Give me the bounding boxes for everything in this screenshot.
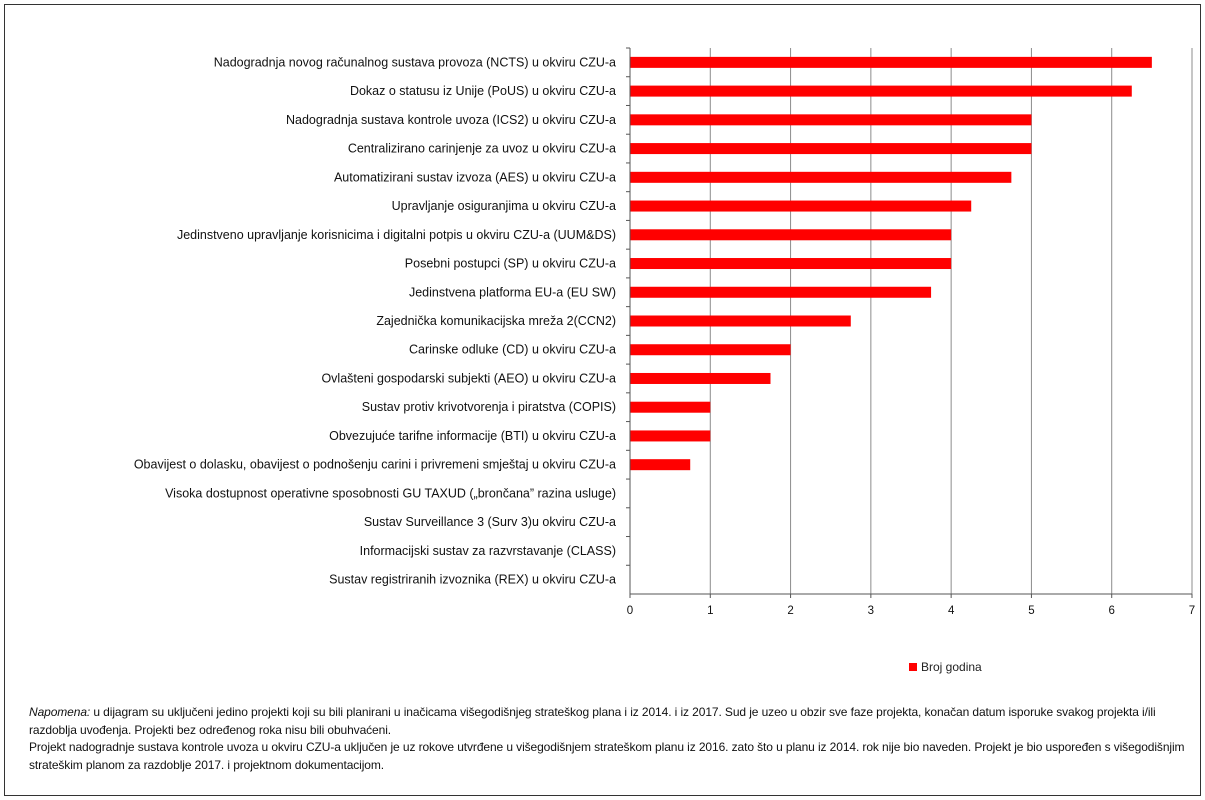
bar	[630, 315, 851, 327]
x-tick-label: 7	[1189, 605, 1195, 617]
category-label: Dokaz o statusu iz Unije (PoUS) u okviru…	[350, 84, 616, 98]
category-label: Posebni postupci (SP) u okviru CZU-a	[405, 257, 616, 271]
x-tick-label: 2	[787, 605, 793, 617]
category-label: Ovlašteni gospodarski subjekti (AEO) u o…	[321, 371, 616, 385]
bar	[630, 286, 932, 298]
chart-notes: Napomena: u dijagram su uključeni jedino…	[29, 704, 1189, 774]
note-paragraph-1: Napomena: u dijagram su uključeni jedino…	[29, 704, 1189, 739]
bar	[630, 344, 791, 356]
legend-swatch	[909, 663, 917, 671]
category-label: Obavijest o dolasku, obavijest o podnoše…	[134, 458, 616, 472]
bar	[630, 114, 1032, 126]
category-label: Automatizirani sustav izvoza (AES) u okv…	[334, 170, 616, 184]
bar	[630, 143, 1032, 155]
category-label: Nadogradnja novog računalnog sustava pro…	[214, 55, 616, 69]
legend-label: Broj godina	[921, 660, 982, 674]
category-label: Informacijski sustav za razvrstavanje (C…	[360, 544, 616, 558]
x-tick-label: 4	[948, 605, 955, 617]
chart-frame: 0 1 2 3 4 5 6 7 Nadogradnja novog računalnog sus…	[4, 4, 1201, 796]
bar	[630, 56, 1152, 68]
bar	[630, 171, 1012, 183]
category-label: Zajednička komunikacijska mreža 2(CCN2)	[376, 314, 616, 328]
category-label: Obvezujuće tarifne informacije (BTI) u o…	[329, 429, 616, 443]
category-label: Sustav protiv krivotvorenja i piratstva …	[362, 400, 616, 414]
bar	[630, 401, 711, 413]
bar	[630, 229, 952, 241]
category-label: Sustav Surveillance 3 (Surv 3)u okviru C…	[364, 515, 616, 529]
category-label: Jedinstveno upravljanje korisnicima i di…	[177, 228, 616, 242]
x-tick-label: 5	[1028, 605, 1034, 617]
category-label: Upravljanje osiguranjima u okviru CZU-a	[392, 199, 616, 213]
category-label: Jedinstvena platforma EU-a (EU SW)	[409, 285, 616, 299]
bar	[630, 258, 952, 270]
category-label: Centralizirano carinjenje za uvoz u okvi…	[348, 142, 616, 156]
category-label: Visoka dostupnost operativne sposobnosti…	[165, 486, 616, 500]
x-tick-label: 0	[627, 605, 633, 617]
legend: Broj godina	[909, 660, 982, 674]
bar	[630, 459, 691, 471]
x-tick-label: 6	[1109, 605, 1115, 617]
bar	[630, 430, 711, 442]
bar	[630, 85, 1132, 97]
category-label: Carinske odluke (CD) u okviru CZU-a	[409, 343, 616, 357]
note-paragraph-2: Projekt nadogradnje sustava kontrole uvo…	[29, 740, 1185, 772]
bar-chart: 0 1 2 3 4 5 6 7 Nadogradnja novog računalnog sus…	[134, 47, 1195, 617]
x-tick-label: 3	[868, 605, 874, 617]
category-label: Nadogradnja sustava kontrole uvoza (ICS2…	[286, 113, 616, 127]
bar	[630, 200, 972, 212]
note-text-1: u dijagram su uključeni jedino projekti …	[29, 705, 1156, 737]
category-label: Sustav registriranih izvoznika (REX) u o…	[329, 573, 616, 587]
bar	[630, 372, 771, 384]
note-label: Napomena:	[29, 705, 91, 719]
x-tick-label: 1	[707, 605, 713, 617]
